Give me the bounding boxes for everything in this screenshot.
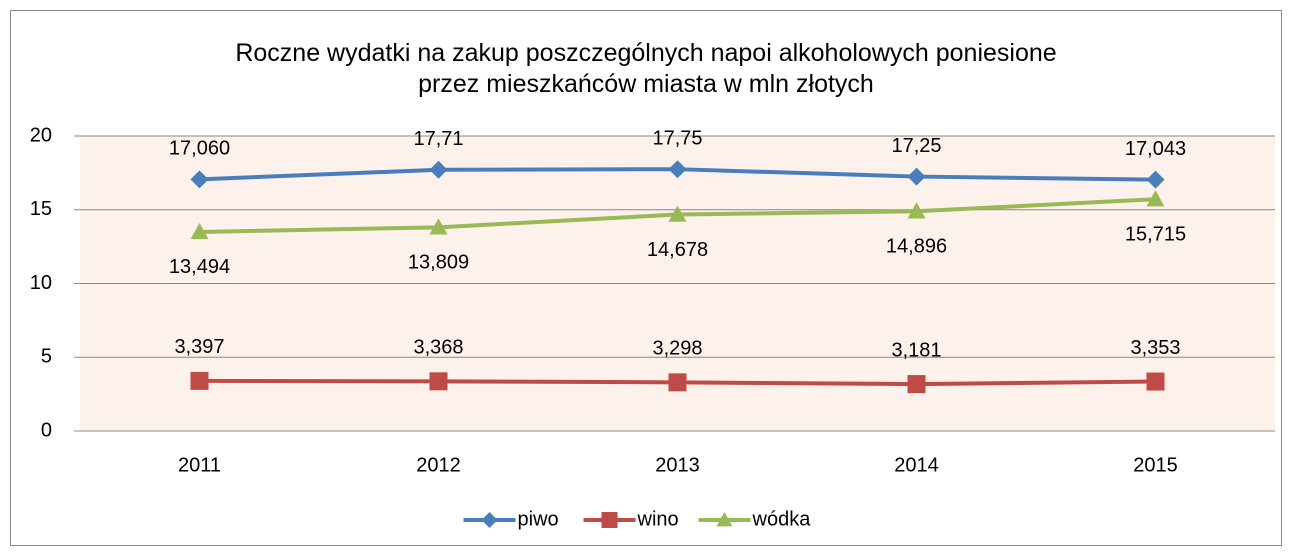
data-label: 3,368 [413,337,463,359]
marker [668,205,687,222]
legend-marker [601,512,618,528]
marker [668,160,687,179]
x-tick-label: 2011 [178,454,221,476]
x-tick-label: 2013 [655,454,700,476]
y-tick-label: 5 [41,346,52,368]
marker [190,170,209,189]
marker [1146,372,1165,391]
data-label: 3,397 [174,336,224,358]
y-tick-label: 10 [30,272,52,294]
data-label: 3,181 [891,339,941,361]
legend-label: piwo [518,508,559,530]
legend-label: wódka [752,508,812,530]
x-tick-label: 2014 [894,454,939,476]
marker [668,373,687,392]
marker [1146,170,1165,189]
y-tick-label: 0 [41,419,52,441]
legend-label: wino [637,508,679,530]
marker [907,375,926,394]
marker [907,202,926,219]
y-tick-label: 15 [30,198,52,220]
data-label: 17,043 [1125,138,1186,160]
data-label: 15,715 [1125,223,1186,245]
x-tick-label: 2015 [1133,454,1178,476]
data-label: 3,353 [1130,337,1180,359]
data-label: 17,060 [169,138,230,160]
marker [907,167,926,186]
data-label: 17,75 [652,127,702,149]
chart-title: Roczne wydatki na zakup poszczególnych n… [235,39,1057,98]
legend-marker [481,512,498,528]
data-label: 17,71 [413,128,463,150]
data-label: 13,494 [169,256,230,278]
data-label: 14,896 [886,236,947,258]
marker [429,218,448,235]
marker [1146,190,1165,207]
x-tick-label: 2012 [416,454,461,476]
data-label: 3,298 [652,338,702,360]
data-label: 13,809 [408,252,469,274]
marker [190,222,209,240]
y-tick-label: 20 [30,124,52,146]
legend-marker [716,512,733,527]
marker [190,371,209,390]
marker [429,372,448,391]
data-label: 17,25 [891,135,941,157]
data-label: 14,678 [647,239,708,261]
marker [429,160,448,179]
